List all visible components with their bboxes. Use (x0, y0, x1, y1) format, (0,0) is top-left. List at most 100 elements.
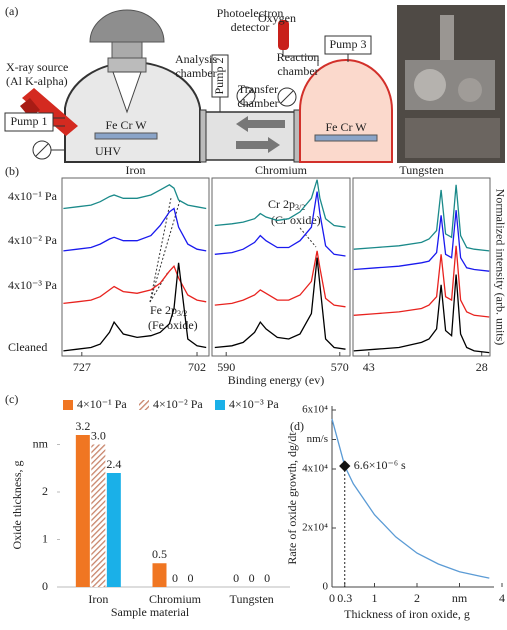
panel-label: (d) (290, 419, 304, 433)
annotation: Fe 2p3/2 (150, 303, 187, 318)
y-tick-label: 0 (323, 581, 329, 593)
x-tick-label: 0.3 (337, 591, 352, 605)
chart-title: Iron (126, 163, 146, 177)
label: chamber (277, 64, 318, 78)
y-tick-label: 0 (42, 579, 48, 593)
label: Reaction (277, 50, 320, 64)
flange (200, 110, 206, 162)
photo-detail (440, 15, 454, 60)
label: (Al K-alpha) (6, 74, 68, 88)
panel-label: (c) (5, 392, 18, 406)
y-axis-label: Normalized intensity (arb. units) (493, 189, 507, 346)
x-tick-label: 2 (414, 591, 420, 605)
annotation: Cr 2p3/2 (268, 197, 305, 212)
label: Pump 1 (10, 114, 47, 128)
bar (107, 473, 121, 587)
y-tick-label: 4x10⁴ (302, 463, 328, 475)
legend-label: 4×10⁻² Pa (153, 397, 203, 411)
spectrum-line (354, 210, 489, 271)
x-tick-label: 0 (329, 591, 335, 605)
label: UHV (95, 144, 121, 158)
label: X-ray source (6, 60, 68, 74)
spectrum-line (63, 209, 206, 251)
x-tick-label: 570 (331, 360, 349, 374)
x-tick-label: Iron (88, 592, 108, 606)
photo-detail (458, 78, 482, 102)
value-label: 2.4 (106, 457, 121, 471)
bar (91, 445, 105, 588)
spectrum-line (354, 185, 489, 251)
value-label: 0 (264, 571, 270, 585)
spectrum-line (63, 266, 206, 303)
panel-label: (b) (5, 164, 19, 178)
legend-swatch (139, 400, 149, 410)
x-tick-label: 727 (73, 360, 91, 374)
x-tick-label: nm (452, 591, 468, 605)
chart-title: Chromium (255, 163, 308, 177)
chart-title: Tungsten (399, 163, 443, 177)
value-label: 0 (249, 571, 255, 585)
label: Oxygen (258, 11, 296, 25)
y-axis-label: Rate of oxide growth, dg/dt (285, 432, 299, 565)
spectrum-line (215, 251, 346, 307)
x-tick-label: 590 (217, 360, 235, 374)
value-label: 3.0 (91, 428, 106, 442)
label: chamber (175, 66, 216, 80)
label: Pump 3 (329, 37, 366, 51)
label: Fe Cr W (325, 120, 367, 134)
sample-holder (315, 135, 377, 141)
legend-swatch (63, 400, 73, 410)
label: Pump 2 (212, 57, 226, 94)
marker (339, 460, 350, 471)
value-label: 0 (172, 571, 178, 585)
annotation: (Fe oxide) (148, 318, 198, 332)
y-tick-label: 1 (42, 531, 48, 545)
y-tick-label: 2x10⁴ (302, 522, 328, 534)
y-tick-label: nm (33, 436, 49, 450)
x-axis-label: Binding energy (ev) (228, 373, 324, 387)
spectrum-line (63, 263, 206, 351)
spectra: (b) 4x10⁻¹ Pa 4x10⁻² Pa 4x10⁻³ Pa Cleane… (5, 164, 507, 387)
spectrum-line (332, 419, 489, 578)
value-label: 0 (188, 571, 194, 585)
y-tick-label: 6x10⁴ (302, 404, 328, 416)
x-tick-label: 28 (476, 360, 488, 374)
detector-head (90, 10, 164, 42)
label: Transfer (238, 82, 278, 96)
detector-flange (108, 58, 146, 72)
value-label: 0 (233, 571, 239, 585)
diagram: (a) Photoe (5, 4, 505, 163)
bar (153, 563, 167, 587)
x-tick-label: Tungsten (230, 592, 274, 606)
bar (76, 435, 90, 587)
transfer-tube (200, 112, 300, 160)
level-label: Cleaned (8, 340, 47, 354)
x-tick-label: 702 (188, 360, 206, 374)
y-axis-label: Oxide thickness, g (10, 461, 24, 550)
y-tick-label: nm/s (307, 433, 328, 445)
spectrum-line (354, 246, 489, 317)
spectrum-line (215, 258, 346, 350)
x-tick-label: 1 (372, 591, 378, 605)
photo-detail (414, 69, 446, 101)
x-tick-label: Chromium (149, 592, 202, 606)
label: Fe Cr W (105, 118, 147, 132)
annotation-text: Cr 2p (268, 197, 295, 211)
level-label: 4x10⁻² Pa (8, 233, 58, 247)
figure: (a) Photoe (0, 0, 507, 630)
spectrum-line (63, 185, 206, 209)
level-label: 4x10⁻³ Pa (8, 278, 58, 292)
legend-label: 4×10⁻³ Pa (229, 397, 279, 411)
x-tick-label: 43 (363, 360, 375, 374)
photo-detail (405, 118, 500, 158)
label: chamber (237, 96, 278, 110)
panel-label: (a) (5, 4, 18, 18)
sample-holder (95, 133, 157, 139)
legend-label: 4×10⁻¹ Pa (77, 397, 127, 411)
y-tick-label: 2 (42, 484, 48, 498)
level-label: 4x10⁻¹ Pa (8, 189, 58, 203)
marker-label: 6.6×10⁻⁶ s (354, 458, 406, 472)
value-label: 0.5 (152, 547, 167, 561)
x-axis-label: Thickness of iron oxide, g (344, 607, 470, 621)
plot-frame (353, 178, 490, 356)
